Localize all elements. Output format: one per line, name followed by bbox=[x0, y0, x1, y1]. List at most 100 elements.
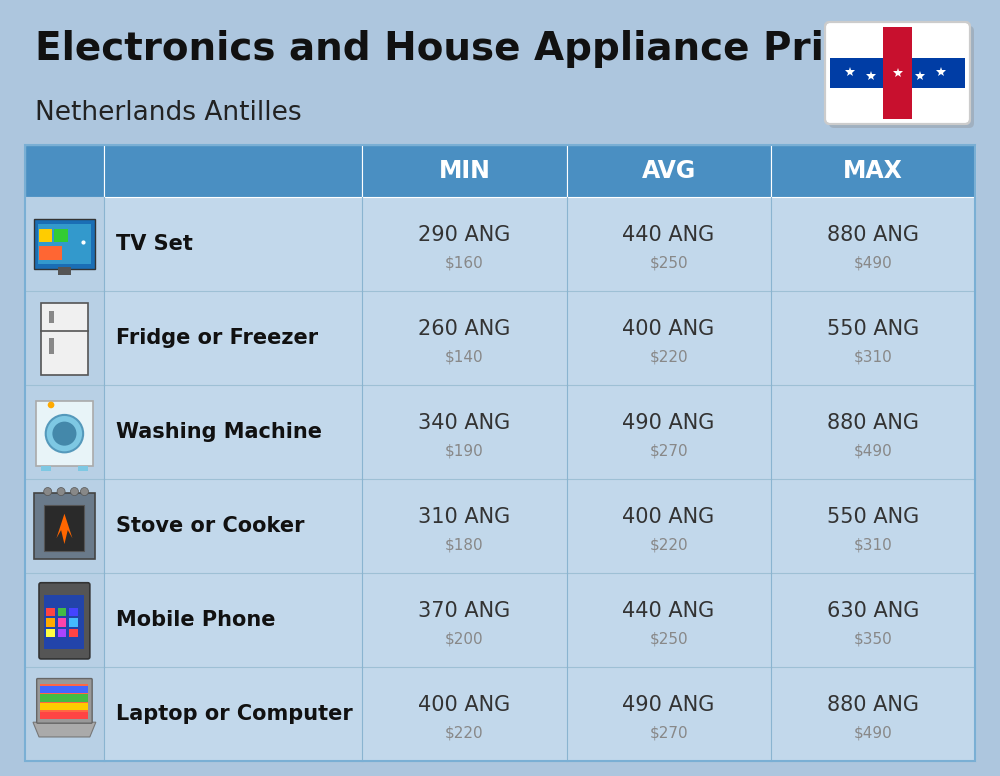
Circle shape bbox=[46, 415, 83, 452]
Circle shape bbox=[48, 402, 54, 408]
Text: 440 ANG: 440 ANG bbox=[622, 224, 715, 244]
Bar bbox=[34, 494, 95, 559]
Text: 880 ANG: 880 ANG bbox=[827, 413, 919, 432]
Bar bbox=[40, 686, 88, 693]
FancyBboxPatch shape bbox=[825, 22, 970, 124]
Text: 400 ANG: 400 ANG bbox=[418, 695, 511, 715]
Bar bbox=[39, 229, 52, 242]
Bar bbox=[69, 608, 78, 616]
Text: $220: $220 bbox=[649, 349, 688, 364]
Bar bbox=[25, 385, 104, 479]
Circle shape bbox=[57, 487, 65, 496]
Bar bbox=[41, 303, 88, 375]
Bar bbox=[40, 684, 88, 719]
Bar bbox=[49, 311, 54, 324]
Text: $310: $310 bbox=[854, 349, 892, 364]
Bar bbox=[25, 667, 975, 761]
Bar bbox=[58, 267, 71, 275]
Bar bbox=[25, 573, 104, 667]
Bar bbox=[46, 618, 55, 626]
Bar bbox=[104, 145, 362, 197]
Bar bbox=[58, 618, 66, 626]
Text: Washing Machine: Washing Machine bbox=[116, 422, 322, 442]
Bar bbox=[25, 573, 975, 667]
Text: $270: $270 bbox=[649, 726, 688, 740]
Text: $350: $350 bbox=[854, 632, 892, 646]
Text: 290 ANG: 290 ANG bbox=[418, 224, 511, 244]
Bar bbox=[36, 401, 93, 466]
Bar bbox=[25, 291, 975, 385]
Text: Stove or Cooker: Stove or Cooker bbox=[116, 516, 304, 536]
Bar bbox=[25, 479, 104, 573]
Circle shape bbox=[52, 421, 76, 445]
Polygon shape bbox=[33, 722, 96, 737]
Text: $490: $490 bbox=[854, 443, 892, 459]
Text: $190: $190 bbox=[445, 443, 484, 459]
Bar bbox=[34, 220, 95, 268]
FancyBboxPatch shape bbox=[39, 583, 90, 659]
Circle shape bbox=[44, 487, 52, 496]
Bar bbox=[69, 618, 78, 626]
Text: $250: $250 bbox=[649, 255, 688, 270]
Bar bbox=[46, 608, 55, 616]
Bar bbox=[771, 145, 975, 197]
Bar bbox=[25, 291, 104, 385]
Bar bbox=[25, 197, 104, 291]
Text: 880 ANG: 880 ANG bbox=[827, 224, 919, 244]
Text: 880 ANG: 880 ANG bbox=[827, 695, 919, 715]
Text: $180: $180 bbox=[445, 537, 484, 553]
FancyBboxPatch shape bbox=[829, 26, 974, 128]
Text: MAX: MAX bbox=[843, 159, 903, 183]
Text: TV Set: TV Set bbox=[116, 234, 193, 254]
Text: MIN: MIN bbox=[438, 159, 490, 183]
Text: 490 ANG: 490 ANG bbox=[622, 695, 715, 715]
Text: $160: $160 bbox=[445, 255, 484, 270]
Bar bbox=[54, 229, 68, 242]
Bar bbox=[41, 466, 51, 471]
Bar bbox=[49, 338, 54, 355]
Bar bbox=[58, 608, 66, 616]
Bar bbox=[25, 145, 975, 761]
Text: $270: $270 bbox=[649, 443, 688, 459]
Bar bbox=[38, 224, 91, 264]
Bar bbox=[883, 27, 912, 119]
Bar bbox=[69, 629, 78, 637]
Text: 340 ANG: 340 ANG bbox=[418, 413, 511, 432]
Text: 400 ANG: 400 ANG bbox=[622, 319, 715, 338]
Bar bbox=[362, 145, 566, 197]
Text: $200: $200 bbox=[445, 632, 484, 646]
Text: 630 ANG: 630 ANG bbox=[827, 601, 919, 621]
Bar bbox=[58, 629, 66, 637]
Bar bbox=[25, 479, 975, 573]
Text: $220: $220 bbox=[445, 726, 484, 740]
Text: Electronics and House Appliance Prices: Electronics and House Appliance Prices bbox=[35, 30, 896, 68]
Text: Netherlands Antilles: Netherlands Antilles bbox=[35, 100, 302, 126]
Text: AVG: AVG bbox=[642, 159, 696, 183]
Text: 370 ANG: 370 ANG bbox=[418, 601, 511, 621]
Bar bbox=[25, 145, 104, 197]
Bar bbox=[40, 712, 88, 719]
Bar bbox=[46, 629, 55, 637]
Text: $310: $310 bbox=[854, 537, 892, 553]
Text: Fridge or Freezer: Fridge or Freezer bbox=[116, 328, 318, 348]
Bar bbox=[44, 595, 84, 649]
Bar bbox=[566, 145, 771, 197]
Text: 550 ANG: 550 ANG bbox=[827, 507, 919, 527]
Text: $250: $250 bbox=[649, 632, 688, 646]
Text: 260 ANG: 260 ANG bbox=[418, 319, 511, 338]
Bar bbox=[78, 466, 88, 471]
Bar bbox=[44, 505, 84, 551]
Text: 440 ANG: 440 ANG bbox=[622, 601, 715, 621]
Bar bbox=[39, 246, 62, 261]
Bar bbox=[40, 703, 88, 710]
Text: $490: $490 bbox=[854, 726, 892, 740]
Text: $220: $220 bbox=[649, 537, 688, 553]
Bar bbox=[25, 385, 975, 479]
Text: $140: $140 bbox=[445, 349, 484, 364]
FancyBboxPatch shape bbox=[37, 678, 92, 723]
Text: 490 ANG: 490 ANG bbox=[622, 413, 715, 432]
Text: Mobile Phone: Mobile Phone bbox=[116, 610, 275, 630]
Circle shape bbox=[80, 487, 88, 496]
Bar bbox=[830, 58, 965, 88]
Bar bbox=[25, 667, 104, 761]
